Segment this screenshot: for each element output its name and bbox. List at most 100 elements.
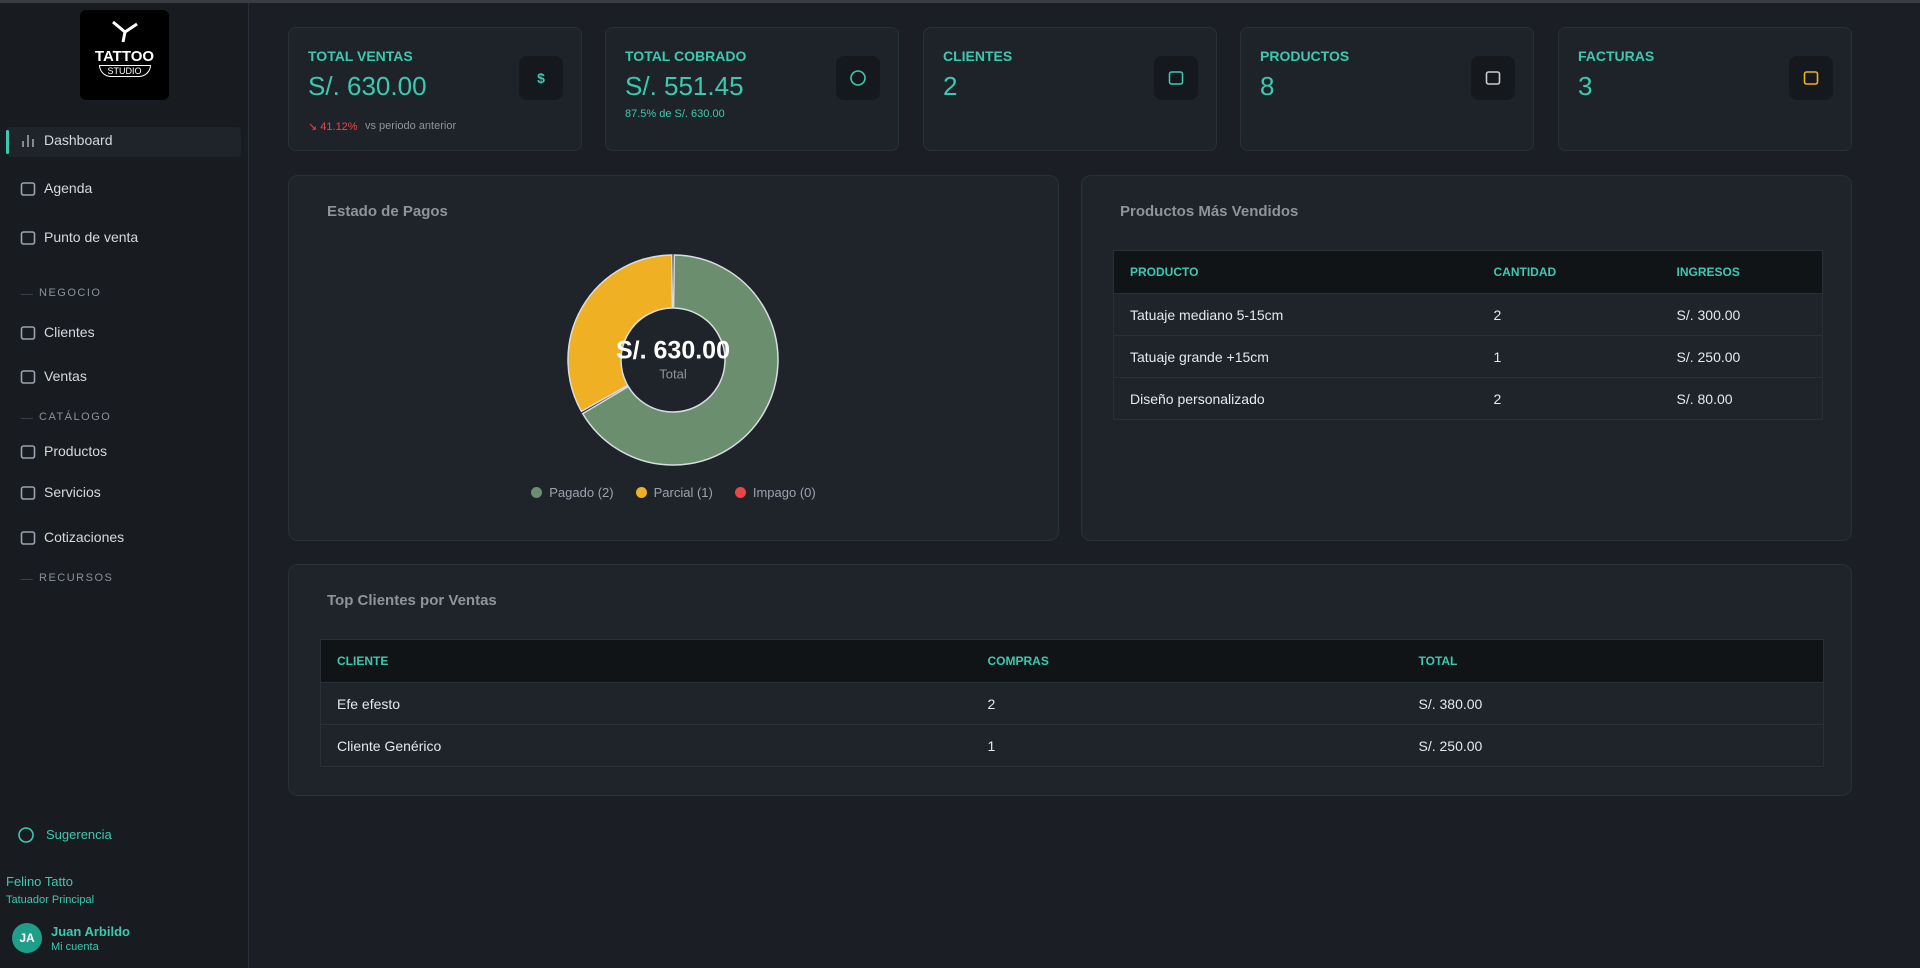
legend-item: Pagado (2) bbox=[531, 485, 614, 500]
header-row: CLIENTE COMPRAS TOTAL bbox=[320, 639, 1824, 683]
user-link[interactable]: Mi cuenta bbox=[51, 941, 99, 953]
stat-card: PRODUCTOS 8 bbox=[1240, 27, 1534, 151]
column-header: CANTIDAD bbox=[1477, 250, 1661, 294]
stat-card: FACTURAS 3 bbox=[1558, 27, 1852, 151]
column-header: COMPRAS bbox=[971, 639, 1403, 683]
nav-item[interactable]: Servicios bbox=[44, 484, 101, 500]
header-row: PRODUCTO CANTIDAD INGRESOS bbox=[1113, 250, 1823, 294]
icon bbox=[850, 70, 866, 86]
nav-item[interactable]: Clientes bbox=[44, 324, 95, 340]
nav-indicator bbox=[6, 130, 9, 154]
data-table: PRODUCTO CANTIDAD INGRESOS Tatuaje mediano … bbox=[1113, 250, 1823, 420]
donut-label: Total bbox=[659, 366, 687, 381]
donut-slice bbox=[567, 254, 674, 413]
table-cell: Tatuaje grande +15cm bbox=[1113, 335, 1478, 378]
section-title[interactable]: NEGOCIO bbox=[39, 287, 102, 299]
stat-label: TOTAL COBRADO bbox=[625, 48, 747, 64]
nav-item[interactable]: Productos bbox=[44, 443, 108, 459]
logo[interactable]: TATTOO STUDIO bbox=[80, 10, 169, 100]
stat-change: ↘ 41.12% bbox=[308, 121, 358, 133]
logo-text: STUDIO bbox=[98, 65, 151, 77]
icon bbox=[1485, 71, 1501, 85]
table-row: Cliente Genérico 1 S/. 250.00 bbox=[320, 724, 1824, 767]
section-title[interactable]: RECURSOS bbox=[39, 572, 114, 584]
legend-swatch bbox=[734, 487, 746, 498]
stat-icon bbox=[1789, 56, 1833, 100]
legend: Pagado (2) Parcial (1) Impago (0) bbox=[289, 485, 1058, 500]
icon-shape bbox=[20, 231, 36, 245]
stat-value: 3 bbox=[1578, 71, 1593, 101]
icon bbox=[1168, 71, 1184, 85]
legend-label: Parcial (1) bbox=[653, 485, 713, 500]
donut-slice bbox=[581, 254, 779, 466]
stat-icon bbox=[1154, 56, 1198, 100]
donut-chart: S/. 630.00 Total bbox=[567, 254, 779, 466]
top-bar bbox=[0, 0, 1920, 3]
legend-label: Pagado (2) bbox=[549, 485, 614, 500]
table-cell: Tatuaje mediano 5-15cm bbox=[1113, 293, 1478, 336]
legend-label: Impago (0) bbox=[752, 485, 816, 500]
clients-panel: Top Clientes por Ventas CLIENTE COMPRAS TO… bbox=[288, 564, 1852, 796]
icon bbox=[20, 370, 36, 384]
icon-shape bbox=[20, 486, 36, 500]
table-row: Tatuaje mediano 5-15cm 2 S/. 300.00 bbox=[1113, 293, 1823, 336]
nav-item[interactable]: Cotizaciones bbox=[44, 529, 125, 545]
icon bbox=[22, 135, 34, 147]
nav-item[interactable]: Ventas bbox=[44, 368, 87, 384]
sidebar: TATTOO STUDIO Dashboard Agenda Punto de ve… bbox=[0, 0, 249, 968]
table-row: Tatuaje grande +15cm 1 S/. 250.00 bbox=[1113, 335, 1823, 378]
panel-title: Estado de Pagos bbox=[327, 203, 448, 220]
stat-label: CLIENTES bbox=[943, 48, 1013, 64]
column-header: CLIENTE bbox=[320, 639, 972, 683]
nav-item[interactable]: Dashboard bbox=[44, 132, 113, 148]
column-header: TOTAL bbox=[1402, 639, 1824, 683]
stat-icon: $ bbox=[519, 56, 563, 100]
section-title[interactable]: CATÁLOGO bbox=[39, 411, 112, 423]
icon-shape bbox=[20, 326, 36, 340]
legend-swatch bbox=[531, 487, 543, 498]
icon bbox=[1803, 71, 1819, 85]
donut-total: S/. 630.00 bbox=[616, 337, 730, 365]
table-row: Efe efesto 2 S/. 380.00 bbox=[320, 682, 1824, 725]
table-cell: 2 bbox=[1477, 377, 1661, 420]
avatar[interactable]: JA bbox=[12, 923, 42, 953]
table-cell: S/. 250.00 bbox=[1660, 335, 1823, 378]
legend-item: Parcial (1) bbox=[635, 485, 713, 500]
panel-title: Top Clientes por Ventas bbox=[327, 592, 497, 609]
icon bbox=[18, 827, 34, 843]
table-cell: S/. 80.00 bbox=[1660, 377, 1823, 420]
icon bbox=[20, 326, 36, 340]
icon bbox=[20, 231, 36, 245]
table-cell: Diseño personalizado bbox=[1113, 377, 1478, 420]
stat-value: 8 bbox=[1260, 71, 1275, 101]
user-name[interactable]: Juan Arbildo bbox=[51, 924, 130, 939]
icon-shape bbox=[20, 370, 36, 384]
icon bbox=[20, 182, 36, 196]
stat-icon bbox=[1471, 56, 1515, 100]
icon-shape bbox=[1168, 71, 1184, 85]
icon-shape bbox=[18, 827, 34, 843]
table-cell: 1 bbox=[1477, 335, 1661, 378]
stat-label: FACTURAS bbox=[1578, 48, 1655, 64]
icon-shape bbox=[1803, 71, 1819, 85]
suggestion-link[interactable]: Sugerencia bbox=[46, 827, 112, 842]
legend-item: Impago (0) bbox=[734, 485, 816, 500]
panel-title: Productos Más Vendidos bbox=[1120, 203, 1299, 220]
stat-label: PRODUCTOS bbox=[1260, 48, 1350, 64]
table-cell: 1 bbox=[971, 724, 1403, 767]
table-cell: Cliente Genérico bbox=[320, 724, 972, 767]
icon bbox=[20, 445, 36, 459]
section-line bbox=[21, 579, 33, 580]
section-line bbox=[21, 418, 33, 419]
column-header: PRODUCTO bbox=[1113, 250, 1478, 294]
nav-item[interactable]: Punto de venta bbox=[44, 229, 139, 245]
stat-value: 2 bbox=[943, 71, 958, 101]
icon-shape bbox=[20, 445, 36, 459]
nav-item[interactable]: Agenda bbox=[44, 180, 93, 196]
stat-icon-text: $ bbox=[537, 70, 545, 86]
icon bbox=[20, 531, 36, 545]
studio-name: Felino Tatto bbox=[6, 874, 73, 889]
legend-swatch bbox=[635, 487, 647, 498]
table-cell: S/. 250.00 bbox=[1402, 724, 1824, 767]
